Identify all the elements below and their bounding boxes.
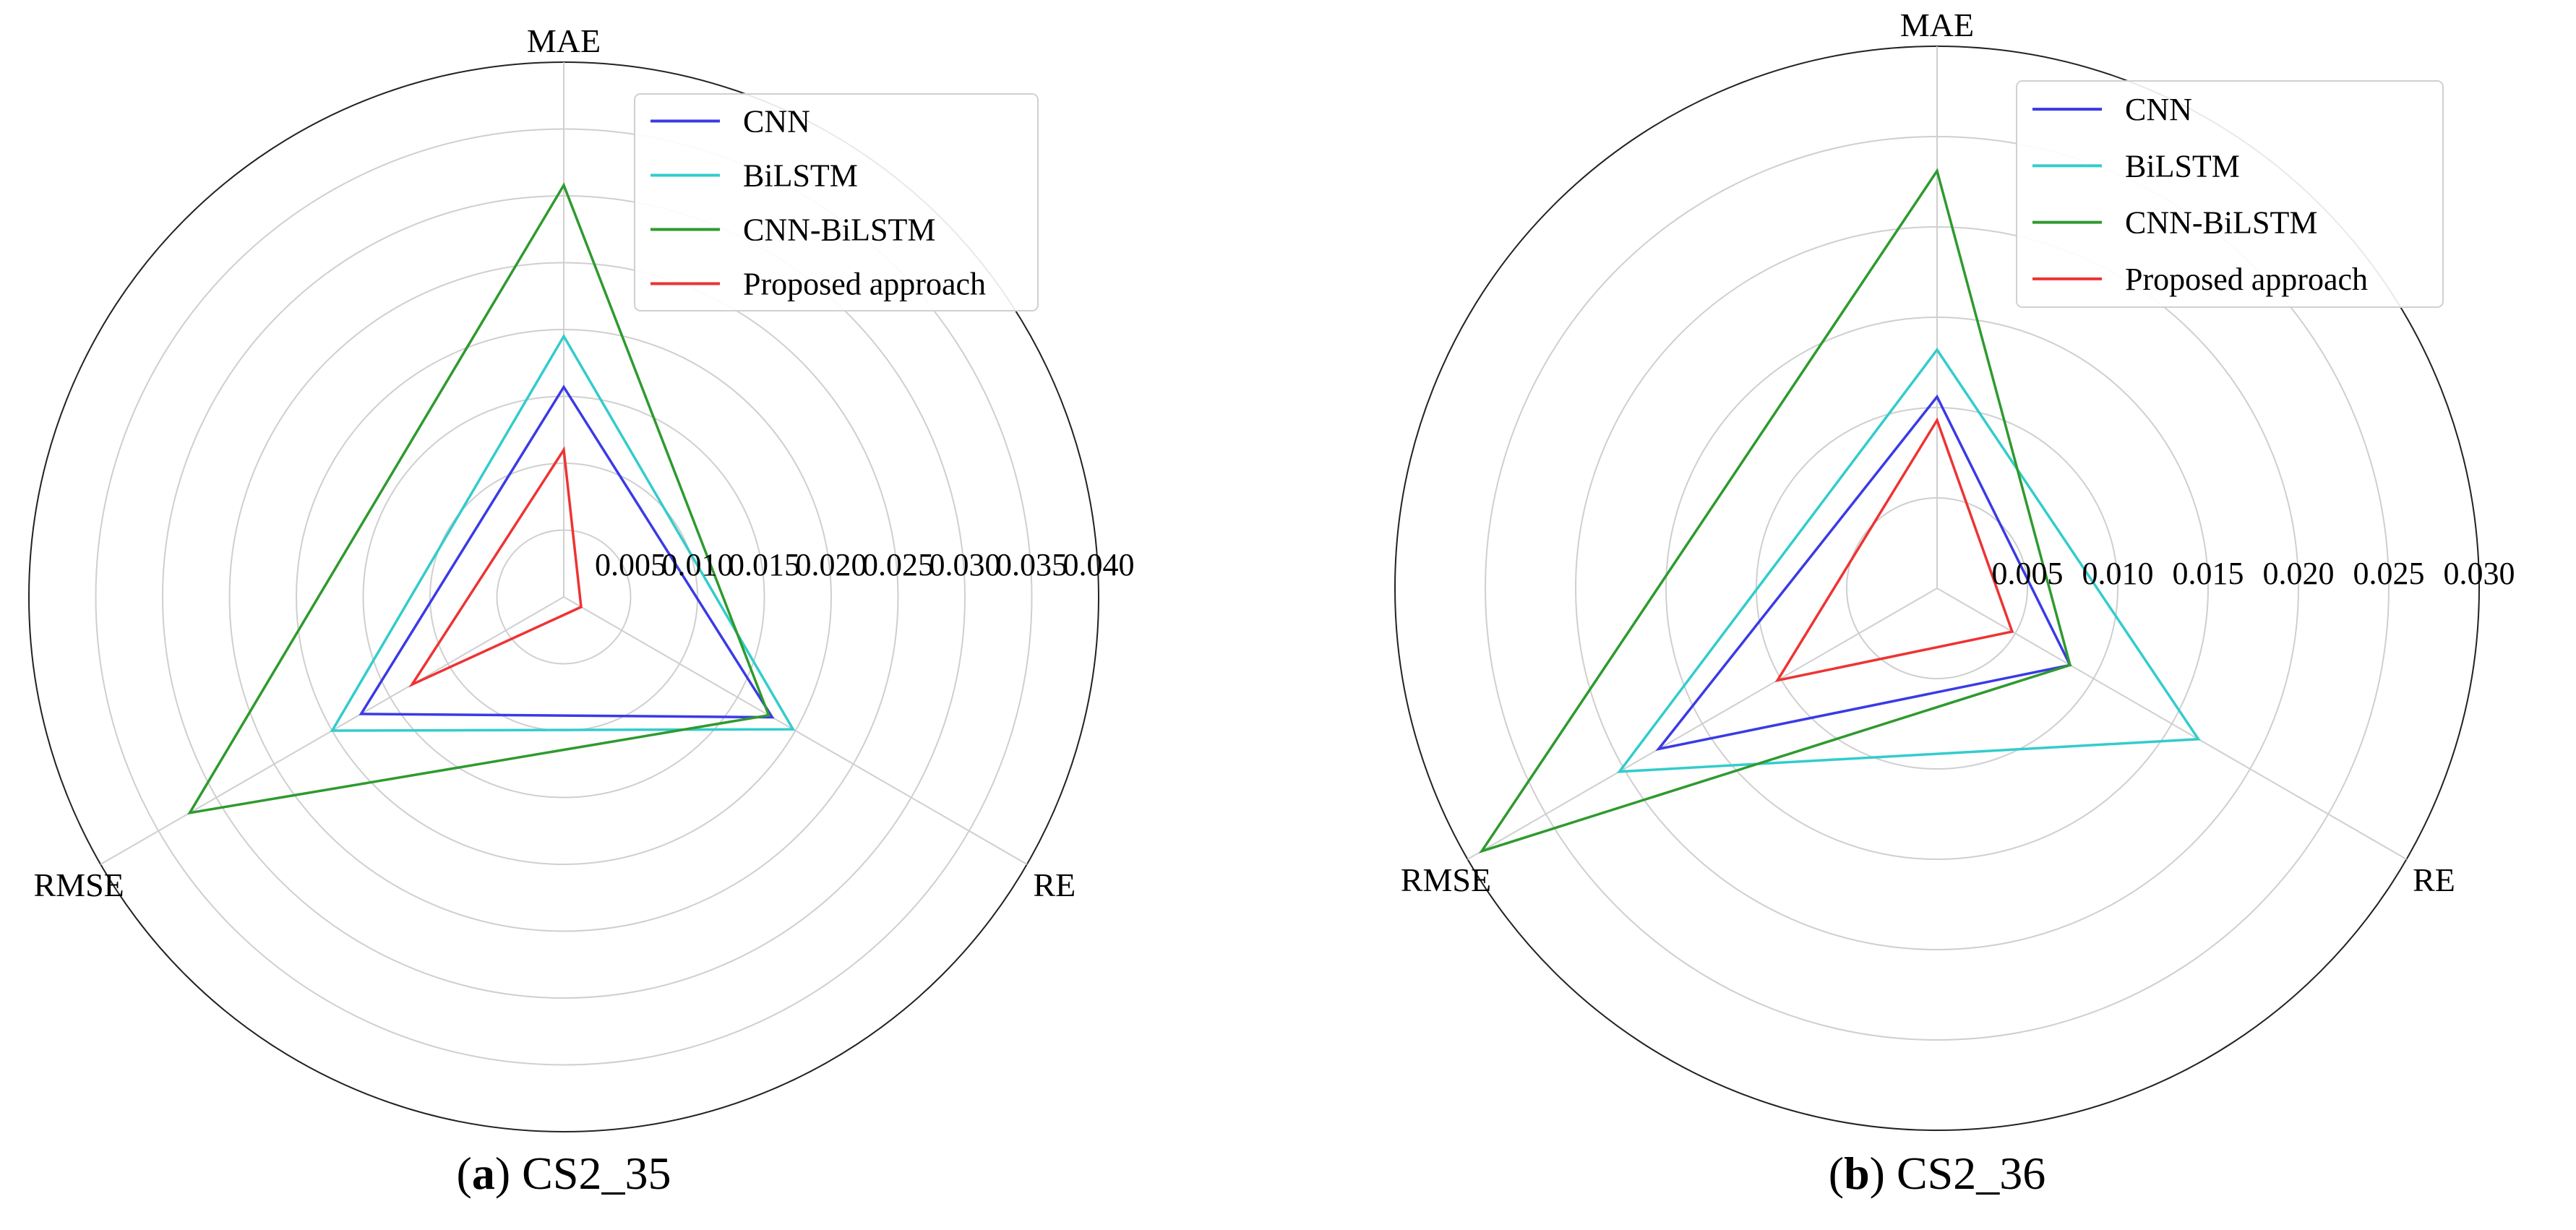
- spoke-line: [1467, 588, 1938, 860]
- axis-label-re: RE: [1033, 866, 1076, 903]
- legend-frame: [2016, 80, 2444, 308]
- legend-label: CNN-BiLSTM: [743, 212, 935, 248]
- legend: CNN BiLSTM CNN-BiLSTM Proposed approach: [2016, 80, 2444, 308]
- radial-tick-label: 0.015: [729, 547, 800, 582]
- radial-tick-label: 0.005: [595, 547, 666, 582]
- series-cnn-bilstm-polygon: [1478, 168, 2072, 853]
- legend-label: Proposed approach: [2125, 262, 2368, 297]
- axis-label-mae: MAE: [1900, 7, 1974, 43]
- radial-tick-label: 0.020: [2263, 556, 2335, 591]
- legend-frame: [634, 93, 1039, 311]
- caption-text: CS2_35: [522, 1148, 671, 1199]
- legend-label: CNN: [743, 104, 810, 139]
- series-proposed-approach-polygon: [1774, 417, 2014, 683]
- caption-letter: b: [1844, 1148, 1870, 1199]
- panel-caption: (b) CS2_36: [1829, 1148, 2046, 1199]
- caption-letter: a: [472, 1148, 495, 1199]
- series-bilstm-polygon: [330, 333, 796, 732]
- axis-label-mae: MAE: [527, 22, 601, 59]
- legend-label: CNN: [2125, 92, 2192, 127]
- legend-label: BiLSTM: [2125, 148, 2240, 184]
- caption-text: CS2_36: [1897, 1148, 2045, 1199]
- radial-tick-label: 0.010: [2082, 556, 2154, 591]
- axis-label-rmse: RMSE: [1401, 861, 1491, 898]
- legend-label: BiLSTM: [743, 158, 858, 194]
- legend: CNN BiLSTM CNN-BiLSTM Proposed approach: [634, 93, 1039, 311]
- radial-tick-label: 0.030: [2444, 556, 2515, 591]
- panel-caption: (a) CS2_35: [457, 1148, 671, 1199]
- spoke-line: [1936, 588, 2408, 860]
- series-cnn-polygon: [359, 384, 775, 719]
- series-cnn-polygon: [1655, 394, 2072, 752]
- series-cnn-bilstm-polygon: [187, 182, 771, 815]
- axis-label-re: RE: [2413, 861, 2455, 898]
- radial-tick-label: 0.020: [796, 547, 867, 582]
- radial-tick-label: 0.025: [2353, 556, 2425, 591]
- radial-tick-label: 0.030: [929, 547, 1001, 582]
- radial-tick-label: 0.025: [862, 547, 934, 582]
- radar-panel-b: 0.005 0.010 0.015 0.020 0.025 0.030 MAE RE RMSE C…: [1394, 7, 2515, 1199]
- legend-label: CNN-BiLSTM: [2125, 205, 2317, 241]
- radial-tick-label: 0.035: [996, 547, 1068, 582]
- radial-tick-label: 0.010: [662, 547, 734, 582]
- axis-label-rmse: RMSE: [34, 866, 124, 903]
- series-proposed-approach-polygon: [408, 446, 583, 688]
- radial-tick-label: 0.015: [2173, 556, 2244, 591]
- series-bilstm-polygon: [1616, 347, 2201, 773]
- radar-panel-a: 0.0050.0100.0150.0200.0250.0300.0350.040…: [28, 22, 1135, 1199]
- legend-label: Proposed approach: [743, 267, 986, 302]
- radial-tick-label: 0.005: [1992, 556, 2064, 591]
- radial-tick-label: 0.040: [1063, 547, 1135, 582]
- spoke-line: [563, 596, 1028, 865]
